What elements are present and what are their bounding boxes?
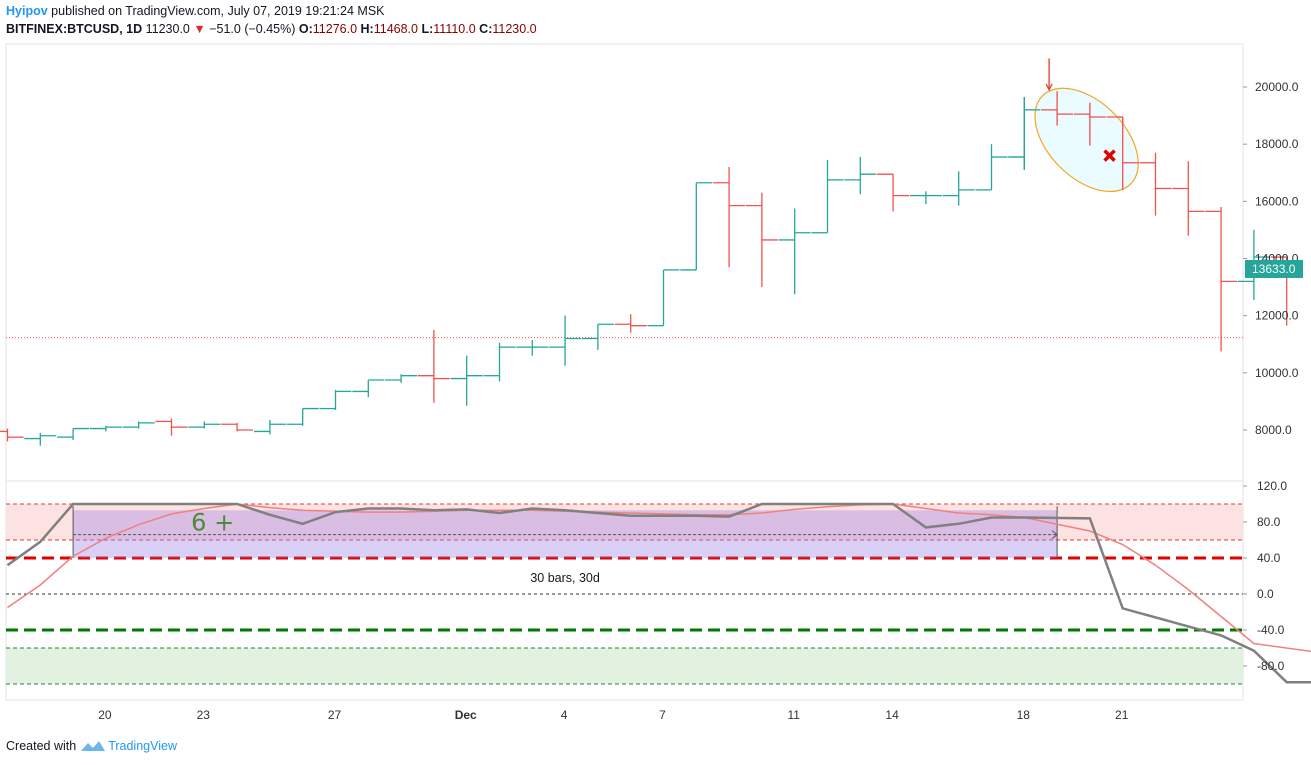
ohlc-bar — [614, 314, 647, 333]
oscillator-line — [6, 502, 1311, 684]
osc-tick-label: 80.0 — [1257, 515, 1281, 529]
close-value: 11230.0 — [492, 22, 537, 36]
arrow-head — [1045, 83, 1053, 92]
time-tick-label: 11 — [787, 708, 800, 722]
osc-tick-label: -40.0 — [1257, 623, 1285, 637]
bar-range-box: 30 bars, 30d 6 + — [72, 506, 1058, 585]
ohlc-bar — [713, 167, 746, 268]
price-tick-label: 20000.0 — [1255, 80, 1299, 94]
time-tick-label: Dec — [455, 708, 477, 722]
cross-marker-icon — [1103, 149, 1116, 162]
osc-tick-label: 0.0 — [1257, 587, 1274, 601]
oscillator-zones — [6, 503, 1243, 685]
ohlc-bar — [909, 191, 942, 205]
open-label: O: — [298, 22, 313, 36]
ohlc-bar — [319, 389, 352, 410]
ohlc-bar — [680, 182, 713, 271]
ohlc-bar — [0, 428, 24, 442]
time-tick-label: 18 — [1017, 708, 1031, 722]
ohlc-bar — [778, 208, 811, 295]
ohlc-bar — [1205, 207, 1238, 352]
signal-line — [7, 503, 1311, 653]
range-box-label: 30 bars, 30d — [530, 571, 600, 585]
osc-tick-label: 40.0 — [1257, 551, 1281, 565]
ohlc-bar — [57, 427, 90, 441]
last-price: 11230.0 — [145, 22, 190, 36]
oversold-zone — [6, 648, 1243, 684]
ohlc-bar — [221, 422, 254, 432]
ohlc-bar — [942, 171, 975, 206]
open-value: 11276.0 — [312, 22, 358, 36]
oscillator-axis[interactable]: 120.0 80.0 40.0 0.0 -40.0 -80.0 — [1243, 479, 1287, 673]
ohlc-bar — [483, 342, 516, 382]
time-tick-label: 14 — [885, 708, 899, 722]
low-value: 11110.0 — [433, 22, 476, 36]
ohlc-bar — [155, 418, 188, 436]
footer: Created with TradingView — [6, 739, 177, 753]
ohlc-bar — [549, 315, 582, 366]
ohlc-bar — [450, 355, 483, 406]
time-tick-label: 23 — [197, 708, 211, 722]
low-label: L: — [421, 22, 434, 36]
overbought-zone — [6, 504, 1243, 540]
current-price-label: 13633.0 — [1252, 262, 1296, 276]
ohlc-bar — [975, 144, 1008, 191]
price-tick-label: 8000.0 — [1255, 423, 1292, 437]
time-tick-label: 21 — [1115, 708, 1129, 722]
time-axis[interactable]: 20 23 27 Dec 4 7 11 14 18 21 — [98, 708, 1128, 722]
time-tick-label: 20 — [98, 708, 112, 722]
ohlc-bar — [1172, 161, 1205, 236]
time-tick-label: 27 — [328, 708, 342, 722]
ohlc-bar — [844, 157, 877, 195]
highlight-ellipse — [1034, 87, 1139, 193]
tradingview-logo-icon[interactable] — [80, 739, 106, 753]
ohlc-bar — [516, 339, 549, 356]
chart-annotations — [1008, 58, 1139, 193]
created-with-text: Created with — [6, 739, 77, 753]
price-axis[interactable]: 8000.010000.012000.014000.016000.018000.… — [1243, 80, 1303, 437]
high-label: H: — [360, 22, 374, 36]
price-tick-label: 12000.0 — [1255, 309, 1299, 323]
ohlc-bar — [89, 425, 122, 432]
ohlc-bar — [811, 159, 844, 234]
oscillator-pane-frame — [5, 480, 1244, 701]
price-change: −51.0 (−0.45%) — [209, 22, 296, 36]
symbol-ohlc-line: BITFINEX:BTCUSD, 1D 11230.0 ▼ −51.0 (−0.… — [6, 22, 537, 36]
ohlc-bar — [647, 269, 680, 327]
price-tick-label: 18000.0 — [1255, 137, 1299, 151]
ohlc-bar — [745, 192, 778, 288]
published-text: published on TradingView.com, July 07, 2… — [51, 4, 385, 18]
ohlc-bar — [352, 379, 385, 398]
current-price-badge — [1245, 259, 1303, 278]
ohlc-bar — [188, 421, 221, 429]
oscillator-lines — [6, 502, 1311, 684]
time-tick-label: 7 — [659, 708, 666, 722]
ohlc-bar — [122, 421, 155, 429]
range-box-arrowhead — [1051, 530, 1058, 539]
close-label: C: — [479, 22, 493, 36]
price-tick-label: 16000.0 — [1255, 194, 1299, 208]
ohlc-bar — [877, 173, 910, 212]
ohlc-bar — [417, 329, 450, 403]
ohlc-bar — [24, 432, 57, 446]
handwritten-label: 6 + — [191, 508, 234, 536]
tradingview-brand[interactable]: TradingView — [108, 739, 177, 753]
author-name[interactable]: Hyipov — [6, 4, 48, 18]
ohlc-bar — [1139, 152, 1172, 216]
osc-tick-label: 120.0 — [1257, 479, 1287, 493]
symbol-label: BITFINEX:BTCUSD, 1D — [6, 22, 143, 36]
ohlc-bar — [286, 407, 319, 426]
price-tick-label: 10000.0 — [1255, 366, 1299, 380]
high-value: 11468.0 — [373, 22, 418, 36]
osc-tick-label: -80.0 — [1257, 659, 1285, 673]
ohlc-bar — [385, 374, 418, 383]
time-tick-label: 4 — [561, 708, 568, 722]
chart-publisher-line: Hyipov published on TradingView.com, Jul… — [6, 4, 385, 18]
down-arrow-icon: ▼ — [193, 22, 206, 36]
ohlc-bar — [253, 419, 286, 435]
ohlc-bar — [581, 323, 614, 350]
